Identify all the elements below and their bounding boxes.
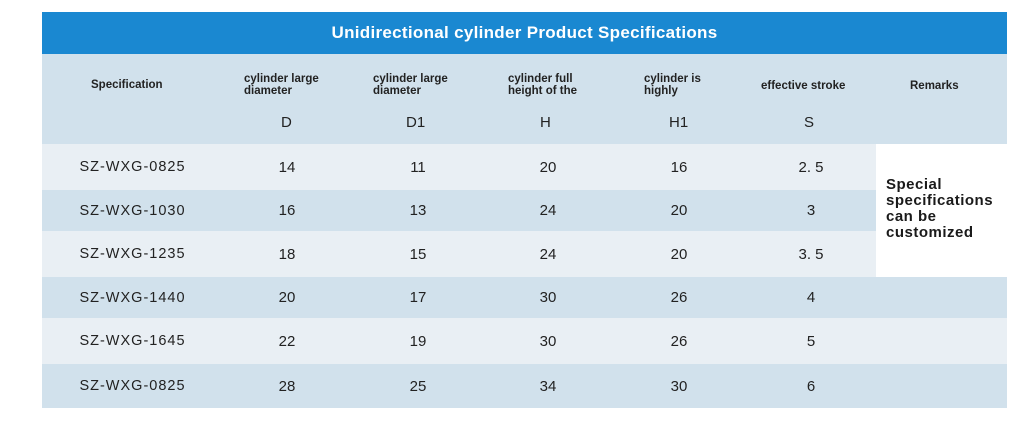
symbol-h: H [540, 114, 551, 131]
cell-d1: 19 [409, 332, 427, 350]
header-specification: Specification [91, 79, 163, 91]
header-full-height: cylinder full height of the [508, 73, 577, 97]
header-large-diameter-1: cylinder large diameter [244, 73, 319, 97]
cell-h: 24 [539, 202, 557, 219]
cell-d1: 15 [409, 245, 427, 263]
cell-h1: 16 [670, 158, 688, 176]
cell-s: 6 [806, 377, 816, 395]
cell-d: 22 [278, 332, 296, 350]
cell-d: 20 [278, 289, 296, 306]
cell-h1: 20 [670, 245, 688, 263]
cell-specification: SZ-WXG-0825 [79, 159, 186, 175]
remarks-text: Special specifications can be customized [886, 176, 994, 241]
cell-d1: 17 [409, 289, 427, 306]
table-row: SZ-WXG-0825 28 25 34 30 6 [42, 364, 876, 408]
table-row: SZ-WXG-1235 18 15 24 20 3. 5 [42, 231, 876, 277]
cell-h: 20 [539, 158, 557, 176]
cell-specification: SZ-WXG-0825 [79, 378, 186, 394]
cell-specification: SZ-WXG-1645 [79, 333, 186, 349]
cell-d: 14 [278, 158, 296, 176]
cell-specification: SZ-WXG-1235 [79, 246, 186, 262]
cell-h1: 26 [670, 289, 688, 306]
cell-d1: 25 [409, 377, 427, 395]
symbol-s: S [804, 114, 815, 131]
table-row: SZ-WXG-1440 20 17 30 26 4 [42, 277, 876, 318]
cell-s: 3. 5 [798, 245, 824, 263]
table-row: SZ-WXG-1030 16 13 24 20 3 [42, 190, 876, 231]
cell-h1: 30 [670, 377, 688, 395]
cell-d1: 11 [410, 158, 426, 176]
cell-h1: 20 [670, 202, 688, 219]
cell-s: 5 [806, 332, 816, 350]
cell-h1: 26 [670, 332, 688, 350]
symbol-h1: H1 [669, 114, 689, 131]
cell-specification: SZ-WXG-1030 [79, 202, 186, 219]
table-header [42, 54, 1007, 144]
cell-h: 34 [539, 377, 557, 395]
table-row: SZ-WXG-0825 14 11 20 16 2. 5 [42, 144, 876, 190]
cell-s: 4 [806, 289, 816, 306]
header-remarks: Remarks [910, 80, 959, 92]
table-row: SZ-WXG-1645 22 19 30 26 5 [42, 318, 876, 364]
cell-d: 16 [278, 202, 296, 219]
header-highly: cylinder is highly [644, 73, 701, 97]
table-title: Unidirectional cylinder Product Specific… [42, 12, 1007, 54]
cell-s: 3 [806, 202, 816, 219]
cell-s: 2. 5 [798, 158, 824, 176]
cell-h: 30 [539, 332, 557, 350]
remarks-empty-cell [876, 277, 1007, 318]
header-large-diameter-2: cylinder large diameter [373, 73, 448, 97]
cell-d: 28 [278, 377, 296, 395]
remarks-cell [876, 144, 1007, 277]
cell-d: 18 [278, 245, 296, 263]
remarks-empty-cell [876, 364, 1007, 408]
cell-h: 24 [539, 245, 557, 263]
symbol-d: D [281, 114, 292, 131]
symbol-d1: D1 [406, 114, 426, 131]
cell-d1: 13 [409, 202, 427, 219]
cell-h: 30 [539, 289, 557, 306]
cell-specification: SZ-WXG-1440 [79, 289, 186, 306]
header-effective-stroke: effective stroke [761, 80, 846, 92]
remarks-empty-cell [876, 318, 1007, 364]
